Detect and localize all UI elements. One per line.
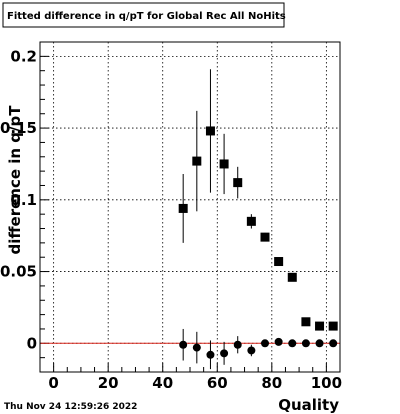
series-square	[178, 69, 338, 331]
data-point-square	[274, 257, 284, 267]
data-point-circle	[233, 340, 242, 349]
data-point-square	[287, 272, 297, 282]
tick-labels: 0 20 40 60 80 100 0 0.05 0.1 0.15 0.2	[0, 47, 342, 392]
data-point-circle	[206, 350, 215, 359]
chart-title: Fitted difference in q/pT for Global Rec…	[7, 11, 286, 22]
plot-area	[40, 42, 340, 372]
plot-frame	[39, 41, 341, 373]
data-point-square	[260, 232, 270, 242]
data-point-circle	[192, 343, 201, 352]
x-tick-label: 80	[261, 374, 282, 392]
data-point-circle	[315, 339, 324, 348]
x-axis-title: Quality	[278, 396, 339, 414]
data-point-square	[219, 159, 229, 169]
data-point-square	[178, 203, 188, 213]
data-point-circle	[247, 346, 256, 355]
y-tick-label: 0.15	[0, 119, 37, 137]
y-tick-label: 0.2	[10, 47, 37, 65]
data-point-circle	[288, 339, 297, 348]
data-point-circle	[329, 339, 338, 348]
data-point-circle	[220, 349, 229, 358]
title-box: Fitted difference in q/pT for Global Rec…	[2, 2, 286, 28]
y-tick-label: 0.05	[0, 263, 37, 281]
x-tick-label: 20	[98, 374, 119, 392]
timestamp: Thu Nov 24 12:59:26 2022	[4, 402, 137, 412]
x-tick-label: 60	[207, 374, 228, 392]
data-point-circle	[179, 340, 188, 349]
data-point-circle	[274, 337, 283, 346]
title-box-frame	[2, 2, 285, 28]
data-point-square	[315, 321, 325, 331]
x-tick-label: 100	[311, 374, 342, 392]
series-circle	[179, 328, 338, 370]
data-point-square	[233, 178, 243, 188]
data-point-circle	[301, 339, 310, 348]
data-point-square	[205, 126, 215, 136]
data-point-square	[192, 156, 202, 166]
data-point-square	[301, 317, 311, 327]
data-point-square	[246, 216, 256, 226]
y-tick-label: 0	[27, 334, 37, 352]
y-tick-label: 0.1	[10, 191, 37, 209]
x-tick-label: 40	[152, 374, 173, 392]
data-marks	[178, 69, 338, 370]
data-point-circle	[261, 339, 269, 348]
data-point-square	[328, 321, 338, 331]
grid	[40, 42, 340, 372]
x-tick-label: 0	[48, 374, 58, 392]
y-axis-title: difference in q/pT	[6, 105, 24, 255]
